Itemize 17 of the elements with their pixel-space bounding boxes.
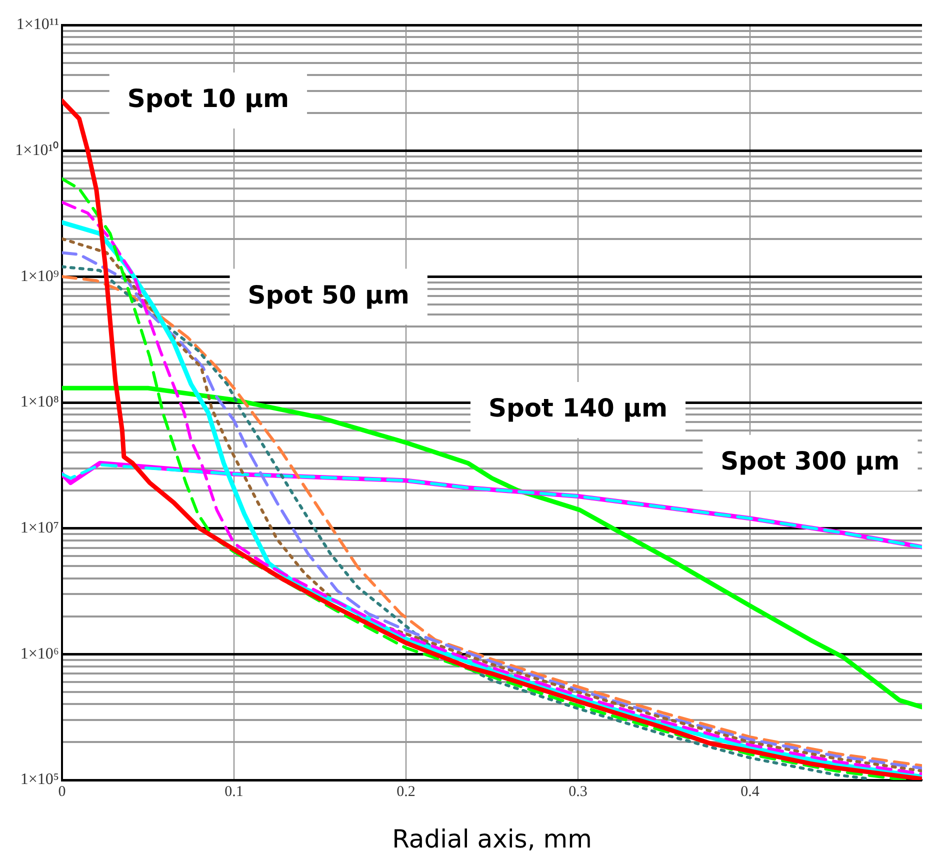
y-tick-label: 1×10⁹ [20, 268, 60, 285]
annotation: Spot 140 µm [488, 394, 668, 423]
y-tick-label: 1×10⁸ [20, 394, 59, 411]
y-tick-label: 1×10⁷ [20, 520, 59, 537]
y-tick-label: 1×10¹⁰ [15, 141, 59, 160]
x-axis-title: Radial axis, mm [392, 824, 592, 854]
annotation: Spot 50 µm [248, 280, 410, 310]
y-tick-label: 1×10¹¹ [16, 16, 60, 34]
y-tick-label: 1×10⁶ [20, 645, 59, 662]
x-tick-label: 0.2 [396, 784, 416, 800]
x-tick-label: 0.4 [740, 784, 760, 800]
annotation: Spot 10 µm [127, 84, 290, 113]
x-tick-label: 0 [58, 784, 66, 800]
x-tick-label: 0.3 [568, 784, 588, 800]
annotation: Spot 300 µm [720, 446, 900, 476]
y-tick-label: 1×10⁵ [20, 771, 59, 788]
x-tick-label: 0.1 [224, 784, 244, 800]
